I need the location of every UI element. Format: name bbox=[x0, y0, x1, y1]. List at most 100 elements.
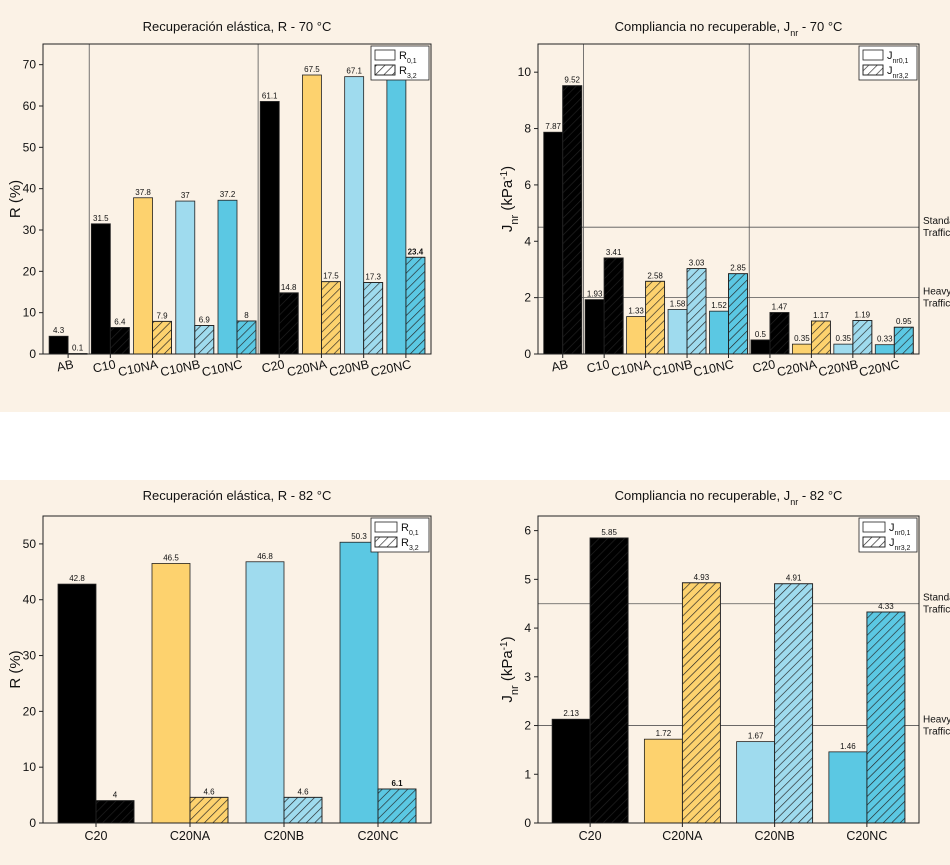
data-label: 1.72 bbox=[656, 729, 672, 738]
data-label: 4.93 bbox=[694, 573, 710, 582]
bar-C10NA-a bbox=[626, 316, 647, 355]
legend-label: Jnr0,1 bbox=[887, 50, 909, 65]
bar-hatch bbox=[852, 320, 873, 355]
legend-swatch bbox=[374, 49, 396, 61]
x-tick-label: C10 bbox=[92, 357, 117, 375]
data-label: 2.13 bbox=[563, 709, 579, 718]
bar-AB-a bbox=[543, 131, 564, 355]
legend-swatch-hatch bbox=[374, 64, 396, 76]
bar-hatch bbox=[189, 796, 229, 824]
y-tick-label: 70 bbox=[23, 58, 37, 72]
data-label: 46.8 bbox=[257, 552, 273, 561]
y-tick-label: 4 bbox=[524, 234, 531, 248]
y-tick-label: 2 bbox=[524, 291, 531, 305]
data-label: 0.33 bbox=[877, 335, 893, 344]
x-tick-label: C10NA bbox=[117, 357, 160, 379]
y-tick-label: 5 bbox=[524, 572, 531, 586]
legend-swatch-hatch bbox=[374, 536, 398, 548]
bar-hatch bbox=[236, 320, 257, 355]
x-tick-label: C20NA bbox=[662, 829, 703, 843]
x-tick-label: C20NA bbox=[286, 357, 329, 379]
reference-label: Standa bbox=[923, 593, 950, 604]
reference-label: Heavy bbox=[923, 287, 950, 298]
x-tick-label: C20 bbox=[260, 357, 285, 375]
data-label: 46.5 bbox=[163, 553, 179, 562]
plot-frame bbox=[537, 43, 920, 355]
legend-swatch bbox=[374, 521, 398, 533]
bar-C20NC-a bbox=[874, 344, 895, 355]
y-tick-label: 40 bbox=[23, 593, 37, 607]
bar-hatch bbox=[893, 326, 914, 355]
bar-hatch bbox=[686, 268, 707, 355]
data-label: 2.58 bbox=[647, 271, 663, 280]
data-label: 4 bbox=[113, 791, 118, 800]
y-tick-label: 10 bbox=[23, 306, 37, 320]
x-tick-label: C20NC bbox=[369, 357, 412, 379]
data-label: 4.6 bbox=[203, 787, 215, 796]
bar-hatch bbox=[681, 582, 721, 824]
data-label: 17.5 bbox=[323, 272, 339, 281]
x-tick-label: AB bbox=[550, 357, 569, 374]
y-tick-label: 30 bbox=[23, 223, 37, 237]
bar-hatch bbox=[603, 257, 624, 355]
data-label: 23.4 bbox=[408, 247, 424, 256]
data-label: 7.87 bbox=[545, 122, 561, 131]
bar-hatch bbox=[283, 796, 323, 824]
data-label: 1.58 bbox=[670, 299, 686, 308]
data-label: 4.33 bbox=[878, 602, 894, 611]
bar-hatch bbox=[95, 800, 135, 824]
bar-C20NB-a bbox=[245, 561, 285, 824]
x-tick-label: C20NC bbox=[858, 357, 901, 379]
bar-C20NC-a bbox=[828, 751, 868, 824]
bar-hatch bbox=[866, 611, 906, 824]
x-tick-label: C20NB bbox=[264, 829, 304, 843]
chart-r70: Recuperación elástica, R - 70 °C R (%) 0 10… bbox=[7, 19, 432, 379]
legend-swatch bbox=[862, 521, 886, 533]
x-tick-label: C20NC bbox=[358, 829, 399, 843]
bar-C20-a bbox=[750, 339, 771, 355]
x-tick-label: C20NB bbox=[817, 357, 859, 379]
bar-C20NA-a bbox=[791, 343, 812, 355]
y-tick-label: 40 bbox=[23, 182, 37, 196]
legend: R0,1R3,2 bbox=[370, 45, 430, 81]
y-axis-label: Jnr (kPa-1) bbox=[499, 166, 522, 232]
bar-hatch bbox=[728, 273, 748, 355]
data-label: 0.1 bbox=[72, 344, 84, 353]
y-tick-label: 10 bbox=[23, 760, 37, 774]
data-label: 9.52 bbox=[564, 76, 580, 85]
x-tick-label: C20 bbox=[579, 829, 602, 843]
data-label: 37.8 bbox=[135, 188, 151, 197]
y-tick-label: 0 bbox=[29, 347, 36, 361]
x-tick-label: C20NC bbox=[846, 829, 887, 843]
reference-label: Traffic bbox=[923, 605, 950, 616]
y-axis-label: Jnr (kPa-1) bbox=[499, 636, 522, 702]
y-tick-label: 10 bbox=[518, 65, 532, 79]
reference-label: Standa bbox=[923, 216, 950, 227]
bar-C10-a bbox=[584, 299, 605, 355]
bar-hatch bbox=[774, 583, 814, 824]
y-tick-label: 6 bbox=[524, 524, 531, 538]
reference-label: Traffic bbox=[923, 228, 950, 239]
y-axis-label: R (%) bbox=[7, 180, 24, 218]
bar-hatch bbox=[109, 327, 130, 355]
bar-AB-a bbox=[48, 335, 69, 355]
plot-frame bbox=[537, 515, 920, 824]
y-tick-label: 2 bbox=[524, 719, 531, 733]
bar-C20NC-a bbox=[339, 541, 379, 824]
data-label: 0.35 bbox=[794, 334, 810, 343]
bar-hatch bbox=[278, 292, 299, 355]
y-tick-label: 0 bbox=[524, 816, 531, 830]
x-tick-label: C20 bbox=[751, 357, 776, 375]
data-label: 17.3 bbox=[365, 272, 381, 281]
legend-label: R3,2 bbox=[399, 65, 417, 80]
data-label: 42.8 bbox=[69, 574, 85, 583]
x-tick-label: C20NB bbox=[754, 829, 794, 843]
data-label: 14.8 bbox=[281, 283, 297, 292]
data-label: 0.5 bbox=[755, 330, 767, 339]
bar-hatch bbox=[194, 325, 215, 355]
y-tick-label: 4 bbox=[524, 621, 531, 635]
bar-hatch bbox=[363, 282, 384, 355]
data-label: 1.19 bbox=[855, 310, 871, 319]
